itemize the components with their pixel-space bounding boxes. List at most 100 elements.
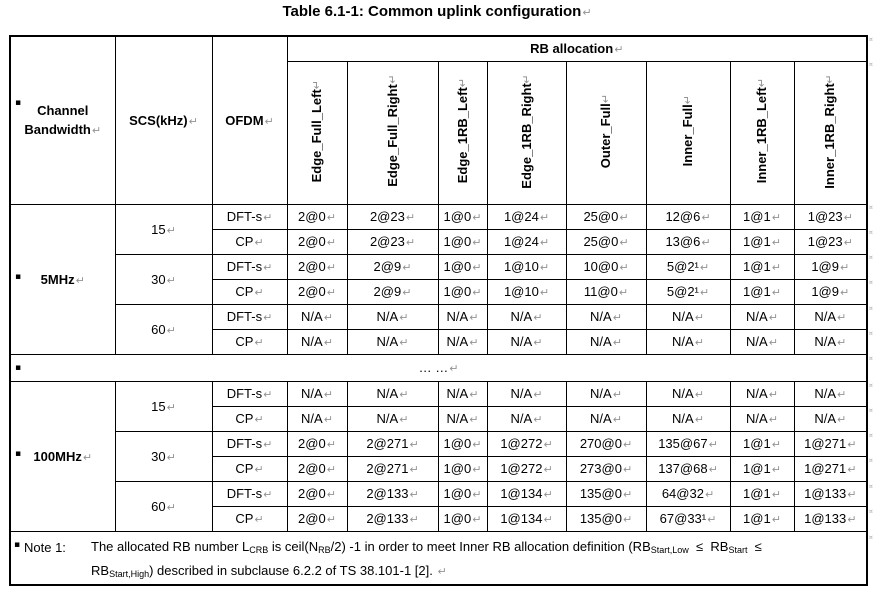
rb-value-cell: 2@9↵	[346, 253, 439, 280]
ofdm-cell: DFT-s↵	[211, 480, 288, 507]
paragraph-mark: ↵	[402, 286, 412, 299]
note-cell: ▪ Note 1: The allocated RB number LCRB i…	[9, 530, 868, 586]
cell-value: N/A	[672, 334, 694, 349]
table-title: Table 6.1-1: Common uplink configuration…	[0, 3, 874, 20]
col-header-inner-1rb-right: Inner_1RB_Right↵	[793, 60, 868, 205]
paragraph-mark: ↵	[323, 388, 333, 401]
paragraph-mark: ↵	[254, 413, 264, 426]
ofdm-cell: CP↵	[211, 228, 288, 255]
cell-value: N/A	[376, 309, 399, 324]
paragraph-mark: ↵	[385, 75, 399, 85]
paragraph-mark: ↵	[91, 123, 102, 137]
paragraph-mark: ↵	[326, 438, 336, 451]
end-of-row-mark: ¤	[869, 36, 873, 43]
paragraph-mark: ↵	[694, 311, 704, 324]
col-header-rb-allocation: RB allocation↵	[286, 35, 868, 62]
paragraph-mark: ↵	[837, 388, 847, 401]
cell-value: 1@1	[743, 234, 771, 249]
paragraph-mark: ↵	[768, 413, 778, 426]
rb-value-cell: 1@1↵	[729, 203, 795, 230]
paragraph-mark: ↵	[409, 488, 419, 501]
paragraph-mark: ↵	[533, 311, 543, 324]
paragraph-mark: ↵	[614, 43, 624, 57]
table-row: 60↵ DFT-s↵ N/A↵ N/A↵ N/A↵ N/A↵ N/A↵ N/A↵ N/A↵ N…	[10, 303, 868, 355]
end-of-row-mark: ¤	[869, 61, 873, 68]
cell-value: 2@0	[298, 511, 326, 526]
rb-value-cell: 5@2¹↵	[645, 253, 731, 280]
cell-value: N/A	[446, 386, 469, 401]
paragraph-mark: ↵	[310, 79, 323, 90]
rb-value-cell: 1@271↵	[793, 455, 868, 482]
rb-value-cell: 2@133↵	[346, 505, 439, 532]
paragraph-mark: ↵	[539, 211, 550, 224]
cell-value: 2@271	[366, 461, 409, 476]
channel-bandwidth-line1: Channel	[37, 102, 89, 118]
paragraph-mark: ↵	[755, 78, 768, 88]
cell-value: 1@1	[743, 511, 771, 526]
paragraph-mark: ↵	[326, 261, 336, 274]
paragraph-mark: ↵	[704, 488, 715, 501]
cell-value: 1@272	[500, 436, 543, 451]
ofdm-cell: DFT-s↵	[211, 203, 288, 230]
paragraph-mark: ↵	[326, 488, 336, 501]
note-label: Note 1:	[24, 539, 66, 555]
col-header-edge-1rb-right: Edge_1RB_Right↵	[486, 60, 567, 205]
cell-value: 2@0	[298, 284, 326, 299]
scs-cell: 15↵	[114, 380, 213, 432]
rb-value-cell: 1@0↵	[437, 278, 488, 305]
rb-value-cell: 135@0↵	[565, 480, 647, 507]
cell-value: 1@0	[443, 234, 472, 249]
col-header-channel-bandwidth: ▪ Channel Bandwidth↵	[9, 35, 116, 205]
paragraph-mark: ↵	[519, 73, 533, 83]
cell-value: 1@133	[804, 486, 847, 501]
cell-value: 2@133	[366, 486, 409, 501]
paragraph-mark: ↵	[449, 362, 459, 375]
paragraph-mark: ↵	[82, 450, 93, 464]
paragraph-mark: ↵	[539, 236, 550, 249]
rb-value-cell: N/A↵	[437, 328, 488, 355]
rb-value-cell: N/A↵	[486, 380, 567, 407]
rb-value-cell: 135@0↵	[565, 505, 647, 532]
rb-value-cell: 1@0↵	[437, 505, 488, 532]
rb-value-cell: 2@9↵	[346, 278, 439, 305]
cell-value: 1@0	[443, 436, 472, 451]
rb-value-cell: 11@0↵	[565, 278, 647, 305]
cell-value: 1@0	[443, 284, 472, 299]
paragraph-mark: ↵	[472, 286, 482, 299]
cell-value: N/A	[814, 411, 836, 426]
paragraph-mark: ↵	[472, 463, 482, 476]
cell-value: N/A	[746, 411, 768, 426]
cell-value: 1@0	[443, 259, 472, 274]
rb-value-cell: N/A↵	[729, 303, 795, 330]
cell-value: N/A	[590, 309, 612, 324]
paragraph-mark: ↵	[472, 488, 482, 501]
rb-value-cell: 12@6↵	[645, 203, 731, 230]
cell-value: 12@6	[665, 209, 701, 224]
cell-value: N/A	[590, 334, 612, 349]
rb-value-cell: 2@0↵	[286, 505, 348, 532]
ellipsis-text: … …	[418, 360, 449, 375]
ofdm-cell: CP↵	[211, 455, 288, 482]
rb-value-cell: 1@1↵	[729, 278, 795, 305]
rb-value-cell: N/A↵	[346, 405, 439, 432]
rb-value-cell: 1@23↵	[793, 203, 868, 230]
rb-value-cell: 1@0↵	[437, 253, 488, 280]
cell-value: N/A	[446, 411, 469, 426]
paragraph-mark: ↵	[843, 211, 853, 224]
bandwidth-cell-5mhz: ▪ 5MHz↵	[9, 203, 116, 355]
paragraph-mark: ↵	[326, 236, 336, 249]
rb-value-cell: 2@23↵	[346, 203, 439, 230]
rb-value-cell: 64@32↵	[645, 480, 731, 507]
rb-value-cell: N/A↵	[346, 303, 439, 330]
paragraph-mark: ↵	[694, 413, 704, 426]
cell-value: 2@0	[298, 209, 326, 224]
cell-value: 5@2¹	[666, 284, 699, 299]
paragraph-mark: ↵	[582, 6, 592, 19]
cell-value: N/A	[746, 309, 768, 324]
paragraph-mark: ↵	[254, 336, 264, 349]
paragraph-mark: ↵	[469, 336, 479, 349]
paragraph-mark: ↵	[188, 114, 198, 128]
paragraph-mark: ↵	[619, 211, 629, 224]
rb-value-cell: 1@0↵	[437, 203, 488, 230]
paragraph-mark: ↵	[254, 513, 264, 526]
